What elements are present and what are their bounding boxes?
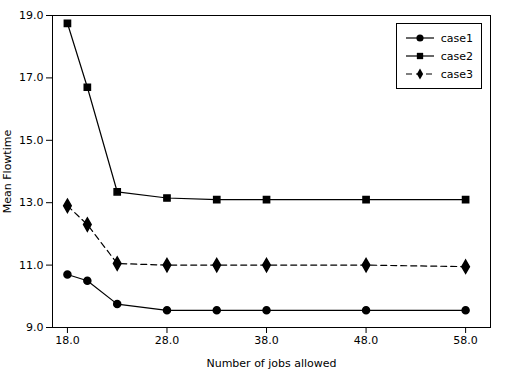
svg-text:15.0: 15.0	[19, 134, 44, 147]
svg-text:28.0: 28.0	[155, 334, 180, 347]
svg-text:13.0: 13.0	[19, 196, 44, 209]
svg-text:11.0: 11.0	[19, 259, 44, 272]
html-text:case1: case1	[440, 31, 473, 45]
svg-text:19.0: 19.0	[19, 9, 44, 22]
svg-text:18.0: 18.0	[55, 334, 80, 347]
html-text:case2: case2	[440, 49, 473, 63]
svg-text:48.0: 48.0	[354, 334, 379, 347]
svg-text:Mean Flowtime: Mean Flowtime	[1, 130, 14, 214]
svg-text:Number of jobs allowed: Number of jobs allowed	[206, 357, 336, 369]
svg-text:38.0: 38.0	[254, 334, 279, 347]
svg-text:58.0: 58.0	[453, 334, 478, 347]
html-text:case3: case3	[440, 67, 473, 81]
svg-text:9.0: 9.0	[26, 321, 44, 334]
svg-text:17.0: 17.0	[19, 71, 44, 84]
